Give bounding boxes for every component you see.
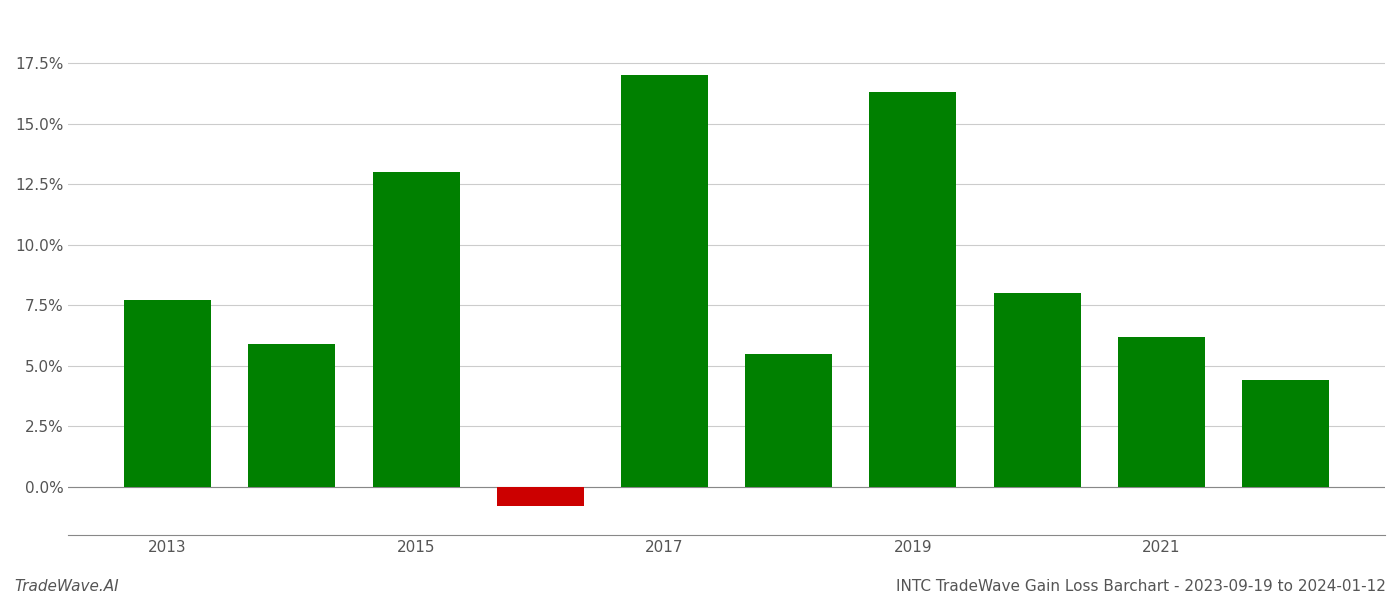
Bar xyxy=(125,301,211,487)
Text: TradeWave.AI: TradeWave.AI xyxy=(14,579,119,594)
Bar xyxy=(869,92,956,487)
Bar xyxy=(497,487,584,506)
Text: INTC TradeWave Gain Loss Barchart - 2023-09-19 to 2024-01-12: INTC TradeWave Gain Loss Barchart - 2023… xyxy=(896,579,1386,594)
Bar xyxy=(994,293,1081,487)
Bar xyxy=(1242,380,1329,487)
Bar xyxy=(622,76,708,487)
Bar xyxy=(1119,337,1205,487)
Bar xyxy=(372,172,459,487)
Bar xyxy=(248,344,336,487)
Bar xyxy=(745,353,832,487)
